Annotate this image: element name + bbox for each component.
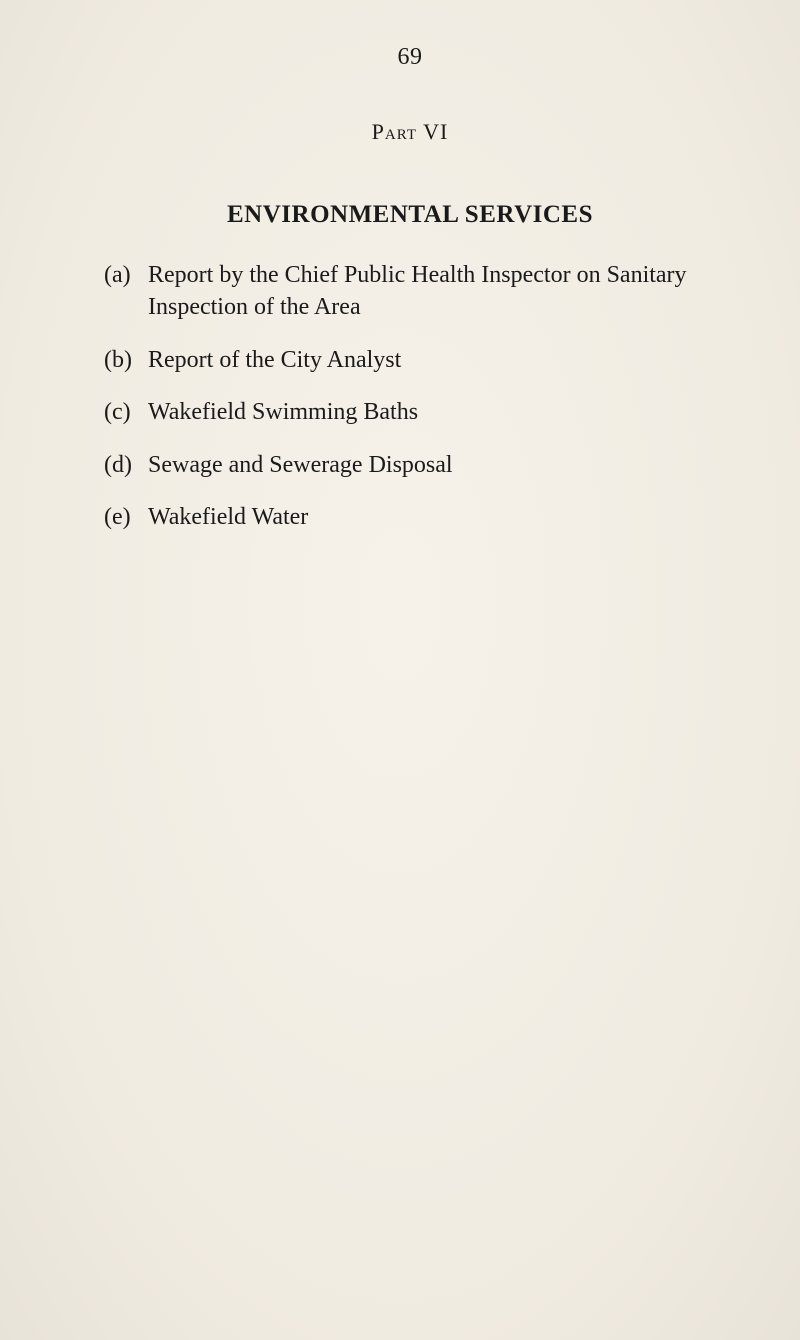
list-item: (a) Report by the Chief Public Health In… bbox=[104, 259, 720, 324]
item-label: (b) bbox=[104, 344, 148, 376]
list-item: (c) Wakefield Swimming Baths bbox=[104, 396, 720, 428]
item-text: Wakefield Water bbox=[148, 501, 720, 533]
item-label: (c) bbox=[104, 396, 148, 428]
item-label: (e) bbox=[104, 501, 148, 533]
list-item: (d) Sewage and Sewerage Disposal bbox=[104, 449, 720, 481]
page-number: 69 bbox=[100, 44, 720, 71]
item-text: Report of the City Analyst bbox=[148, 344, 720, 376]
item-label: (d) bbox=[104, 449, 148, 481]
item-text: Report by the Chief Public Health Inspec… bbox=[148, 259, 720, 324]
list-item: (e) Wakefield Water bbox=[104, 501, 720, 533]
item-list: (a) Report by the Chief Public Health In… bbox=[104, 259, 720, 533]
item-text: Wakefield Swimming Baths bbox=[148, 396, 720, 428]
list-item: (b) Report of the City Analyst bbox=[104, 344, 720, 376]
section-title: ENVIRONMENTAL SERVICES bbox=[100, 201, 720, 229]
part-label: Part VI bbox=[100, 119, 720, 145]
document-page: 69 Part VI ENVIRONMENTAL SERVICES (a) Re… bbox=[0, 0, 800, 1340]
item-text: Sewage and Sewerage Disposal bbox=[148, 449, 720, 481]
item-label: (a) bbox=[104, 259, 148, 291]
